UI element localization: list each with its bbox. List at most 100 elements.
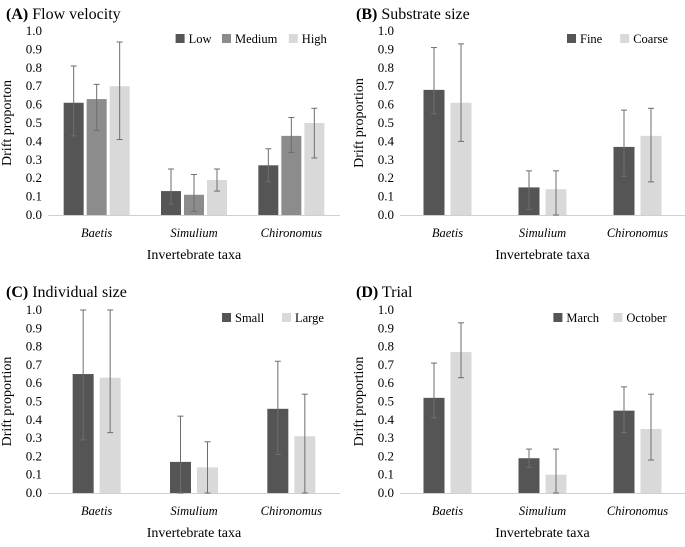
bar [86,99,107,215]
y-tick-label: 0.3 [26,430,42,445]
panel-letter: (C) [6,284,28,301]
bar [613,410,635,493]
y-tick-label: 0.0 [378,485,394,500]
y-tick-label: 0.4 [378,133,395,148]
y-axis-title: Drift proportion [352,357,367,447]
y-tick-label: 0.3 [378,430,394,445]
y-tick-label: 0.8 [378,60,394,75]
y-tick-label: 1.0 [378,302,394,317]
x-axis-title: Invertebrate taxa [495,248,590,263]
x-category-label: Baetis [432,504,463,518]
bar [207,180,227,215]
y-tick-label: 0.8 [26,339,42,354]
panel-letter: (A) [6,6,28,23]
bar [99,377,121,493]
y-tick-label: 0.0 [378,207,394,222]
y-tick-label: 0.5 [26,115,42,130]
bar [304,123,325,215]
y-tick-label: 1.0 [26,302,42,317]
bar [450,352,472,493]
x-category-label: Chironomus [607,504,668,518]
legend-swatch [553,313,563,322]
y-tick-label: 0.9 [378,41,394,56]
panel-letter: (D) [356,284,378,301]
legend-swatch [222,34,231,43]
y-tick-label: 0.2 [26,448,42,463]
x-category-label: Baetis [81,226,112,240]
legend-swatch [620,34,630,43]
x-axis-title: Invertebrate taxa [147,248,242,263]
panel-c: (C) Individual size 0.0 0.1 0.2 0.3 0.4 0.5 0.6… [0,284,340,541]
x-category-label: Chironomus [261,226,322,240]
y-tick-label: 0.9 [378,320,394,335]
y-tick-label: 0.1 [378,189,394,204]
panel-title: (B) Substrate size [356,6,470,23]
y-tick-label: 0.9 [26,41,42,56]
y-tick-label: 0.8 [378,339,394,354]
legend: Fine Coarse [567,32,668,46]
y-tick-label: 0.1 [26,189,42,204]
bar [63,102,84,215]
legend-label: Fine [580,32,603,46]
y-tick-label: 0.6 [378,375,395,390]
panel-title-text: Trial [378,284,413,301]
legend: Small Large [222,311,324,325]
bar [258,165,279,215]
y-tick-label: 0.3 [26,152,42,167]
x-category-label: Baetis [432,226,463,240]
y-tick-label: 0.2 [378,170,394,185]
panel-title: (C) Individual size [6,284,127,301]
panel-title-text: Substrate size [377,6,469,23]
legend-label: March [566,311,599,325]
y-tick-label: 0.6 [378,97,395,112]
y-axis-title: Drift proporton [0,80,15,166]
y-tick-label: 1.0 [378,23,394,38]
legend-swatch [567,34,576,43]
legend: Low Medium High [175,32,328,46]
panel-title: (D) Trial [356,284,413,301]
legend-label: Large [295,311,324,325]
x-category-label: Simulium [170,226,217,240]
legend-swatch [175,34,185,43]
panel-d: (D) Trial 0.0 0.1 0.2 0.3 0.4 0.5 0.6 0.7 0.8 0.9 1… [352,284,685,541]
y-tick-label: 0.9 [26,320,42,335]
bar [423,397,445,493]
legend-label: Medium [235,32,278,46]
y-tick-label: 0.7 [378,78,395,93]
panel-b: (B) Substrate size 0.0 0.1 0.2 0.3 0.4 0.5 0.6 0… [352,6,685,263]
legend-swatch [613,313,623,322]
legend-label: Small [235,311,265,325]
panel-letter: (B) [356,6,377,23]
x-category-label: Chironomus [607,226,668,240]
legend-label: High [302,32,328,46]
bar [640,428,662,493]
legend-label: Coarse [633,32,668,46]
y-tick-label: 0.2 [26,170,42,185]
y-axis-title: Drift proportion [352,78,367,168]
legend-swatch [222,313,231,322]
panel-a: (A) Flow velocity 0.0 0.1 0.2 0.3 0.4 0.5 0.6 0.… [0,6,340,263]
x-category-label: Simulium [519,226,566,240]
legend-label: October [626,311,667,325]
bar [450,102,472,215]
y-tick-label: 0.3 [378,152,394,167]
y-tick-label: 0.5 [378,115,394,130]
panel-title-text: Flow velocity [28,6,120,23]
legend: March October [553,311,667,325]
x-category-label: Simulium [170,504,217,518]
y-tick-label: 0.1 [378,467,394,482]
y-tick-label: 0.7 [378,357,395,372]
y-tick-label: 0.7 [26,357,43,372]
y-tick-label: 0.8 [26,60,42,75]
legend-label: Low [189,32,212,46]
y-tick-label: 1.0 [26,23,42,38]
y-tick-label: 0.5 [26,394,42,409]
x-axis-title: Invertebrate taxa [495,526,590,541]
y-axis-title: Drift proportion [0,357,15,447]
bar [613,146,635,215]
y-tick-label: 0.0 [26,207,42,222]
x-category-label: Baetis [81,504,112,518]
panel-title-text: Individual size [28,284,127,301]
